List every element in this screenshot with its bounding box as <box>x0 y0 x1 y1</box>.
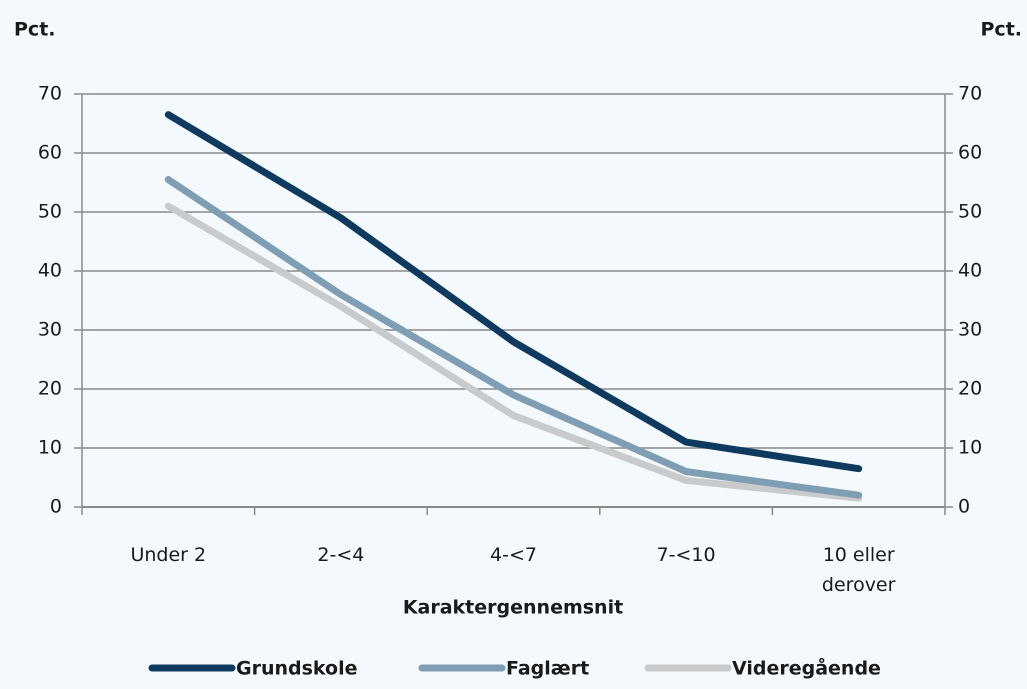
y-tick-label: 50 <box>38 201 62 223</box>
y2-tick-label: 40 <box>958 260 982 282</box>
x-axis-label: Karaktergennemsnit <box>403 597 623 619</box>
y2-tick-label: 0 <box>958 496 970 518</box>
legend-label: Videregående <box>732 656 881 680</box>
y2-tick-label: 50 <box>958 201 982 223</box>
x-tick-label: 7-<10 <box>656 544 716 566</box>
x-tick-label: 4-<7 <box>490 544 537 566</box>
y-tick-label: 30 <box>38 319 62 341</box>
y2-axis-label: Pct. <box>981 19 1023 41</box>
y-axis-label: Pct. <box>14 19 56 41</box>
y2-tick-label: 30 <box>958 319 982 341</box>
y-tick-label: 60 <box>38 142 62 164</box>
x-tick-label: 10 eller derover <box>821 544 896 596</box>
series-line <box>164 202 863 502</box>
y-tick-label: 10 <box>38 437 62 459</box>
y2-tick-label: 70 <box>958 83 982 105</box>
x-tick-label: Under 2 <box>130 544 207 566</box>
y2-tick-label: 60 <box>958 142 982 164</box>
x-tick-label: 2-<4 <box>317 544 365 566</box>
y2-tick-label: 20 <box>958 378 982 400</box>
y2-tick-label: 10 <box>958 437 982 459</box>
y-tick-label: 0 <box>50 496 62 518</box>
y-tick-label: 40 <box>38 260 62 282</box>
series-line <box>164 111 863 473</box>
y-tick-label: 20 <box>38 378 62 400</box>
y-tick-label: 70 <box>38 83 62 105</box>
legend-label: Faglært <box>506 658 589 680</box>
legend-label: Grundskole <box>236 658 358 680</box>
series-line <box>164 176 863 499</box>
